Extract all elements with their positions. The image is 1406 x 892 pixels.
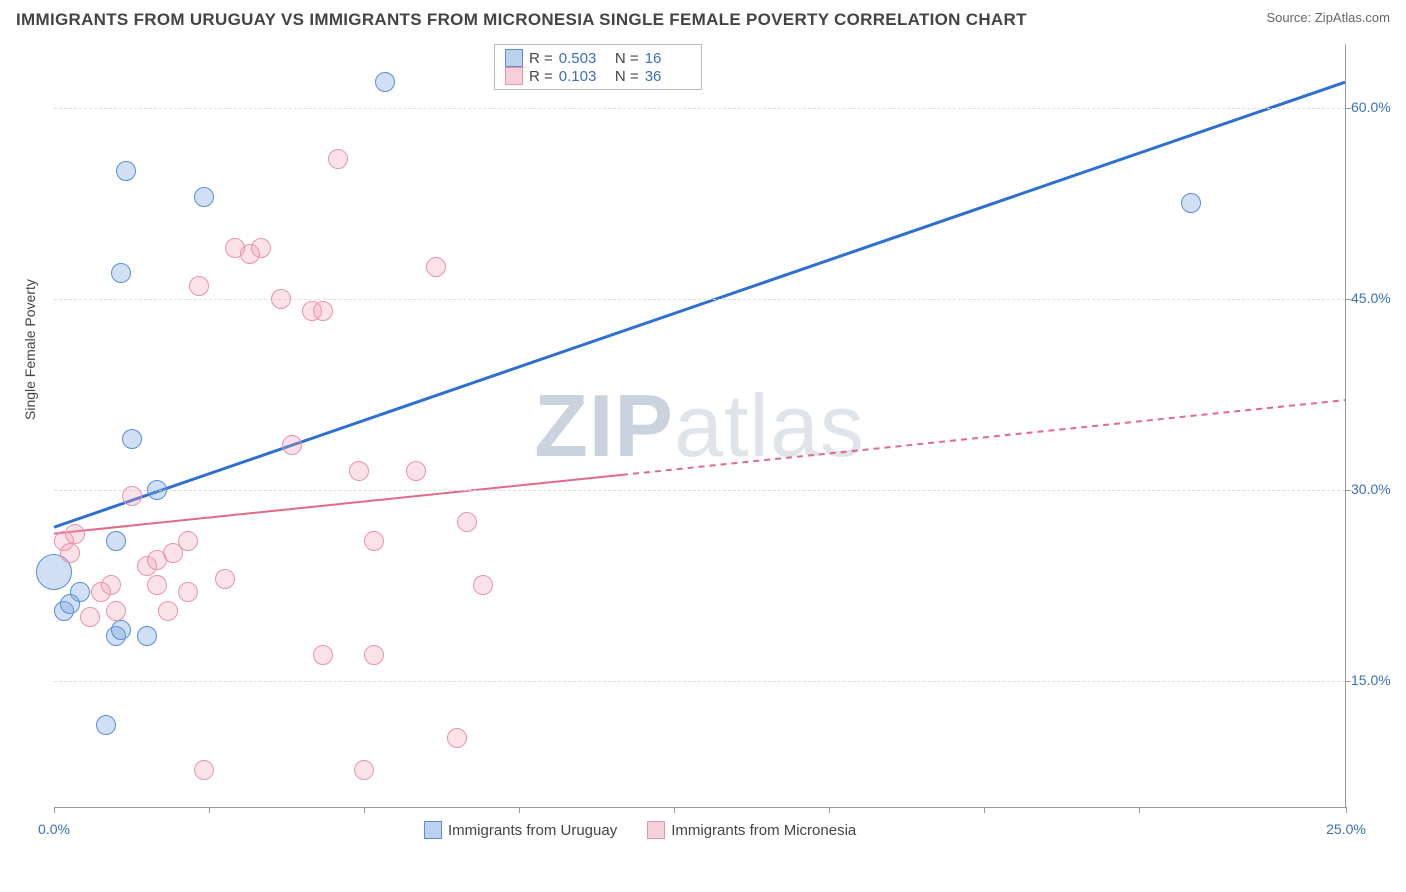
point-uruguay	[375, 72, 395, 92]
x-tick	[364, 807, 365, 813]
point-micronesia	[457, 512, 477, 532]
trend-line-micronesia	[54, 475, 622, 534]
n-value-uruguay: 16	[645, 50, 691, 67]
x-tick	[984, 807, 985, 813]
y-tick-label: 45.0%	[1351, 290, 1405, 306]
n-label: N =	[611, 68, 639, 85]
y-tick-label: 15.0%	[1351, 672, 1405, 688]
source-prefix: Source:	[1266, 10, 1314, 25]
scatter-plot: ZIPatlas R = 0.503 N = 16 R = 0.103 N = …	[54, 44, 1346, 808]
legend-label-micronesia: Immigrants from Micronesia	[671, 822, 856, 839]
trend-line-uruguay	[54, 82, 1345, 527]
gridline-h	[54, 490, 1345, 491]
watermark: ZIPatlas	[534, 375, 865, 477]
point-uruguay	[106, 531, 126, 551]
point-micronesia	[189, 276, 209, 296]
r-value-micronesia: 0.103	[559, 68, 605, 85]
point-micronesia	[251, 238, 271, 258]
point-micronesia	[178, 531, 198, 551]
point-uruguay	[194, 187, 214, 207]
point-micronesia	[106, 601, 126, 621]
point-micronesia	[426, 257, 446, 277]
y-tick-label: 60.0%	[1351, 99, 1405, 115]
point-micronesia	[313, 301, 333, 321]
legend-item-micronesia: Immigrants from Micronesia	[647, 821, 856, 839]
x-tick	[519, 807, 520, 813]
source-name: ZipAtlas.com	[1315, 10, 1390, 25]
legend-item-uruguay: Immigrants from Uruguay	[424, 821, 617, 839]
point-uruguay	[122, 429, 142, 449]
watermark-bold: ZIP	[534, 376, 674, 475]
point-uruguay	[111, 620, 131, 640]
n-label: N =	[611, 50, 639, 67]
x-tick-label: 0.0%	[24, 821, 84, 837]
point-micronesia	[447, 728, 467, 748]
point-uruguay	[111, 263, 131, 283]
swatch-pink	[505, 67, 523, 85]
point-micronesia	[194, 760, 214, 780]
x-tick	[209, 807, 210, 813]
point-micronesia	[328, 149, 348, 169]
x-tick	[1346, 807, 1347, 813]
n-value-micronesia: 36	[645, 68, 691, 85]
point-uruguay	[1181, 193, 1201, 213]
y-tick-label: 30.0%	[1351, 481, 1405, 497]
swatch-pink	[647, 821, 665, 839]
point-micronesia	[271, 289, 291, 309]
point-micronesia	[364, 645, 384, 665]
point-micronesia	[158, 601, 178, 621]
point-micronesia	[364, 531, 384, 551]
point-uruguay	[137, 626, 157, 646]
legend-row-micronesia: R = 0.103 N = 36	[505, 67, 691, 85]
legend-row-uruguay: R = 0.503 N = 16	[505, 49, 691, 67]
point-micronesia	[101, 575, 121, 595]
x-tick	[1139, 807, 1140, 813]
point-micronesia	[406, 461, 426, 481]
point-micronesia	[60, 543, 80, 563]
r-label: R =	[529, 50, 553, 67]
point-micronesia	[178, 582, 198, 602]
trend-lines	[54, 44, 1345, 807]
point-uruguay	[147, 480, 167, 500]
point-micronesia	[147, 575, 167, 595]
swatch-blue	[505, 49, 523, 67]
y-axis-label: Single Female Poverty	[22, 279, 38, 420]
r-label: R =	[529, 68, 553, 85]
swatch-blue	[424, 821, 442, 839]
gridline-h	[54, 681, 1345, 682]
point-uruguay	[116, 161, 136, 181]
point-micronesia	[282, 435, 302, 455]
legend-label-uruguay: Immigrants from Uruguay	[448, 822, 617, 839]
point-micronesia	[313, 645, 333, 665]
point-micronesia	[473, 575, 493, 595]
source-attribution: Source: ZipAtlas.com	[1266, 10, 1390, 25]
series-legend: Immigrants from Uruguay Immigrants from …	[424, 821, 856, 839]
point-micronesia	[215, 569, 235, 589]
point-micronesia	[354, 760, 374, 780]
chart-title: IMMIGRANTS FROM URUGUAY VS IMMIGRANTS FR…	[16, 10, 1027, 30]
correlation-legend: R = 0.503 N = 16 R = 0.103 N = 36	[494, 44, 702, 90]
point-micronesia	[349, 461, 369, 481]
x-tick	[829, 807, 830, 813]
point-micronesia	[80, 607, 100, 627]
gridline-h	[54, 108, 1345, 109]
x-tick	[674, 807, 675, 813]
x-tick-label: 25.0%	[1316, 821, 1376, 837]
x-tick	[54, 807, 55, 813]
point-micronesia	[65, 524, 85, 544]
r-value-uruguay: 0.503	[559, 50, 605, 67]
trend-line-micronesia	[622, 400, 1345, 475]
watermark-rest: atlas	[674, 376, 865, 475]
gridline-h	[54, 299, 1345, 300]
point-uruguay	[96, 715, 116, 735]
point-micronesia	[122, 486, 142, 506]
point-uruguay	[60, 594, 80, 614]
